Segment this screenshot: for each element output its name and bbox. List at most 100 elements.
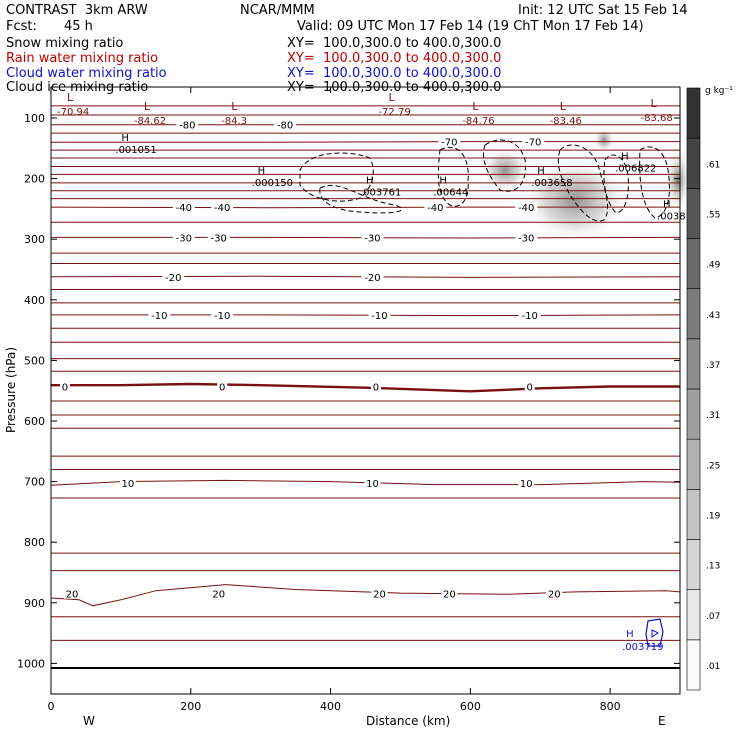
contour-label-bg	[274, 119, 297, 130]
contour-label-bg	[371, 588, 388, 599]
temp-min-value: -70.94	[57, 107, 89, 118]
snow-max-value: .003761	[360, 188, 401, 199]
y-axis-label: Pressure (hPa)	[4, 347, 18, 433]
temp-min-value: -84.76	[462, 116, 494, 127]
field-rain-name: Rain water mixing ratio	[6, 51, 159, 66]
east-label: E	[658, 714, 666, 728]
contour-label-bg	[546, 588, 563, 599]
contour-label-bg	[438, 136, 461, 147]
y-tick-label: 300	[24, 233, 45, 246]
fcst-label: Fcst:	[6, 19, 37, 34]
contour-label-0: 0	[527, 382, 533, 393]
colorbar-segment	[686, 87, 701, 139]
temp-contour--70	[51, 141, 680, 143]
x-tick-label: 600	[460, 700, 481, 713]
colorbar-label: .61	[706, 160, 720, 170]
y-tick-label: 400	[24, 294, 45, 307]
contour-label-bg	[364, 477, 381, 488]
temp-contour-10	[50, 479, 681, 486]
colorbar-label: .25	[706, 461, 720, 471]
cloudwater-max-marker: H	[626, 629, 634, 640]
contour-label-20: 20	[66, 590, 79, 601]
colorbar-segment	[686, 338, 701, 390]
snow-max-value: .001051	[115, 145, 156, 156]
contour-label-bg	[63, 588, 80, 599]
contour-label--40: -40	[427, 203, 443, 214]
contour-label-bg	[162, 271, 185, 282]
west-label: W	[83, 714, 95, 728]
contour-label-bg	[424, 202, 447, 213]
contour-label--70: -70	[525, 138, 541, 149]
temp-min-value: -83.46	[550, 116, 582, 127]
colorbar-segment	[686, 438, 701, 490]
contour-label-0: 0	[219, 382, 225, 393]
x-tick-label: 0	[48, 700, 55, 713]
temp-contour-0	[51, 382, 680, 393]
contour-label--40: -40	[176, 203, 192, 214]
contour-label--40: -40	[518, 203, 534, 214]
contour-label-bg	[59, 381, 70, 392]
colorbar-segment	[686, 639, 701, 691]
field-snow-xy: XY= 100.0,300.0 to 400.0,300.0	[287, 36, 502, 51]
colorbar: .01 .07 .13 .19 .25 .31 .37 .43 .49 .55 .61	[686, 87, 721, 691]
temp-min-value: -84.62	[134, 116, 166, 127]
temp-min-value: -84.3	[221, 116, 247, 127]
x-tick-label: 800	[600, 700, 621, 713]
snow-max-marker: H	[663, 200, 671, 211]
init-time: Init: 12 UTC Sat 15 Feb 14	[518, 3, 688, 18]
cloud-water-contour	[645, 618, 664, 647]
cloudwater-max-value: .003719	[622, 642, 663, 653]
contour-label-bg	[518, 309, 541, 320]
contour-label-10: 10	[366, 479, 379, 490]
colorbar-segment	[686, 388, 701, 440]
colorbar-segment	[686, 489, 701, 540]
colorbar-segment	[686, 539, 701, 590]
contour-label-bg	[522, 136, 545, 147]
snow-max-value: .000150	[252, 178, 293, 189]
chart-title: CONTRAST 3km ARW	[6, 3, 148, 18]
colorbar-segment	[686, 238, 701, 289]
contour-label--30: -30	[211, 233, 227, 244]
x-tick-label: 200	[180, 700, 201, 713]
contour-label-20: 20	[212, 590, 225, 601]
contour-label--70: -70	[441, 138, 457, 149]
colorbar-label: .07	[706, 612, 720, 622]
contour-label--10: -10	[151, 311, 167, 322]
y-tick-label: 800	[24, 536, 45, 549]
contour-label-20: 20	[443, 590, 456, 601]
colorbar-segment	[686, 137, 701, 189]
contour-label--10: -10	[522, 311, 538, 322]
fcst-value: 45 h	[64, 19, 93, 34]
contour-label-bg	[524, 381, 535, 392]
contour-label-bg	[361, 232, 384, 243]
temp-contour--40	[50, 206, 680, 209]
temp-contour-20	[50, 584, 681, 607]
contour-label-bg	[148, 309, 171, 320]
contour-label--30: -30	[518, 233, 534, 244]
snow-max-value: .0038	[657, 212, 686, 223]
snow-max-marker: H	[621, 151, 629, 162]
contour-label-20: 20	[373, 590, 386, 601]
contour-label-bg	[518, 477, 535, 488]
contour-label-20: 20	[548, 590, 561, 601]
x-tick-label: 400	[320, 700, 341, 713]
snow-max-marker: H	[366, 176, 374, 187]
contour-label-bg	[210, 588, 227, 599]
contour-label-bg	[370, 381, 381, 392]
colorbar-label: .49	[706, 261, 721, 271]
field-snow-name: Snow mixing ratio	[6, 36, 124, 51]
colorbar-segment	[686, 288, 701, 340]
contour-label-bg	[441, 588, 458, 599]
y-tick-label: 200	[24, 173, 45, 186]
valid-time: Valid: 09 UTC Mon 17 Feb 14 (19 ChT Mon …	[297, 19, 644, 34]
contour-label-bg	[515, 202, 538, 213]
plot-frame	[50, 86, 681, 695]
contour-label-bg	[207, 232, 230, 243]
org-label: NCAR/MMM	[240, 3, 315, 18]
temperature-contours	[50, 105, 681, 641]
contour-label-bg	[217, 381, 228, 392]
snow-max-value: .00644	[433, 188, 468, 199]
y-tick-label: 600	[24, 415, 45, 428]
contour-label--20: -20	[364, 273, 380, 284]
contour-label-10: 10	[520, 479, 533, 490]
